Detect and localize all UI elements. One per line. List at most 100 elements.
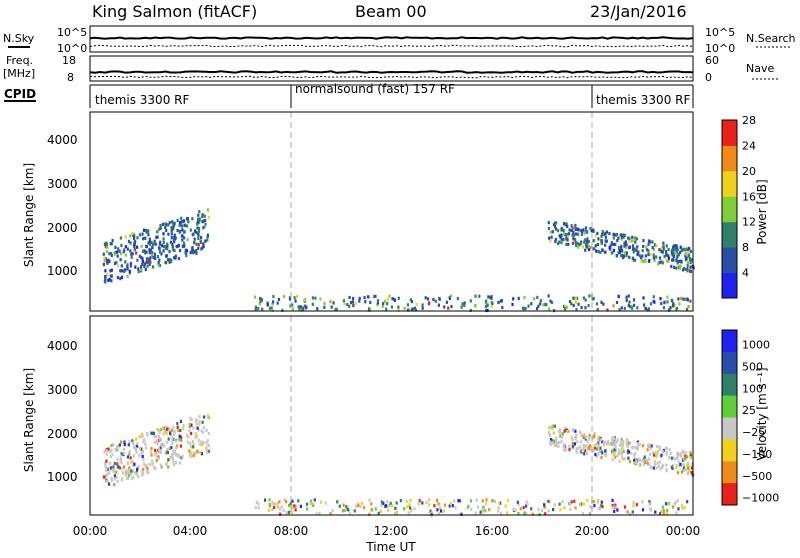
heatmap-cell <box>318 512 321 516</box>
heatmap-cell <box>481 499 484 503</box>
heatmap-cell <box>194 451 197 455</box>
heatmap-cell <box>689 249 692 254</box>
heatmap-cell <box>627 456 630 460</box>
heatmap-cell <box>497 300 500 305</box>
heatmap-cell <box>188 424 191 428</box>
heatmap-cell <box>133 236 136 241</box>
heatmap-cell <box>112 443 115 447</box>
heatmap-cell <box>676 453 679 458</box>
heatmap-cell <box>141 449 144 453</box>
heatmap-cell <box>158 247 161 251</box>
power-panel <box>89 111 695 313</box>
heatmap-cell <box>380 503 383 507</box>
heatmap-cell <box>623 251 626 255</box>
heatmap-cell <box>116 457 119 461</box>
heatmap-cell <box>310 499 313 503</box>
heatmap-cell <box>640 256 643 260</box>
colorbar-tick: 20 <box>742 165 756 178</box>
heatmap-cell <box>680 248 683 252</box>
heatmap-cell <box>206 439 209 443</box>
heatmap-cell <box>407 511 410 515</box>
heatmap-cell <box>377 511 380 515</box>
heatmap-cell <box>552 431 555 435</box>
heatmap-cell <box>153 239 156 243</box>
heatmap-cell <box>110 466 113 470</box>
heatmap-cell <box>166 427 169 431</box>
power-colorbar-label: Power [dB] <box>755 179 769 244</box>
heatmap-cell <box>658 248 661 252</box>
heatmap-cell <box>145 245 149 249</box>
heatmap-cell <box>165 254 168 258</box>
heatmap-cell <box>199 442 202 446</box>
heatmap-cell <box>562 222 566 226</box>
heatmap-cell <box>112 465 115 469</box>
heatmap-cell <box>566 430 569 434</box>
heatmap-cell <box>315 512 318 516</box>
heatmap-cell <box>544 512 547 516</box>
heatmap-cell <box>354 301 357 306</box>
heatmap-cell <box>158 434 161 439</box>
heatmap-cell <box>637 457 640 461</box>
heatmap-cell <box>102 252 105 256</box>
heatmap-cell <box>565 232 569 236</box>
heatmap-cell <box>656 445 659 449</box>
heatmap-cell <box>571 226 574 230</box>
heatmap-cell <box>175 461 178 465</box>
heatmap-cell <box>600 241 603 245</box>
heatmap-cell <box>198 415 201 419</box>
heatmap-cell <box>138 446 141 451</box>
heatmap-cell <box>689 299 692 303</box>
heatmap-cell <box>194 432 197 436</box>
heatmap-cell <box>586 230 589 234</box>
heatmap-cell <box>137 465 140 469</box>
heatmap-cell <box>204 218 207 222</box>
heatmap-cell <box>617 251 620 255</box>
beam-title: Beam 00 <box>355 2 427 21</box>
nsky-tick-top: 10^5 <box>57 26 87 39</box>
heatmap-cell <box>362 506 366 510</box>
heatmap-cell <box>617 294 620 299</box>
heatmap-cell <box>405 499 408 503</box>
heatmap-cell <box>132 475 135 479</box>
heatmap-cell <box>680 470 684 474</box>
heatmap-cell <box>562 231 565 235</box>
heatmap-cell <box>336 500 339 504</box>
heatmap-cell <box>646 308 649 312</box>
heatmap-cell <box>680 451 683 455</box>
heatmap-cell <box>107 447 110 451</box>
heatmap-cell <box>641 249 644 253</box>
heatmap-cell <box>573 499 576 503</box>
heatmap-cell <box>424 296 427 300</box>
heatmap-cell <box>154 440 157 444</box>
heatmap-cell <box>382 302 385 306</box>
heatmap-cell <box>113 461 116 466</box>
heatmap-cell <box>530 507 533 511</box>
xtick-0: 00:00 <box>73 524 108 538</box>
heatmap-cell <box>200 247 203 251</box>
heatmap-cell <box>105 242 109 247</box>
heatmap-cell <box>153 252 157 256</box>
heatmap-cell <box>665 463 668 467</box>
heatmap-cell <box>195 242 198 246</box>
heatmap-cell <box>618 233 621 237</box>
heatmap-cell <box>609 244 612 248</box>
heatmap-cell <box>612 304 615 308</box>
heatmap-cell <box>512 297 515 301</box>
heatmap-cell <box>178 437 181 441</box>
heatmap-cell <box>648 443 651 447</box>
heatmap-cell <box>633 459 636 463</box>
heatmap-cell <box>575 448 578 452</box>
velocity-ytick-2000: 2000 <box>47 427 78 441</box>
heatmap-cell <box>206 238 209 242</box>
heatmap-cell <box>172 248 175 252</box>
heatmap-cell <box>662 511 665 515</box>
heatmap-cell <box>566 235 569 239</box>
heatmap-cell <box>432 297 435 302</box>
heatmap-cell <box>582 444 585 448</box>
heatmap-cell <box>616 440 619 444</box>
colorbar-swatch <box>722 196 737 223</box>
heatmap-cell <box>547 294 550 298</box>
heatmap-cell <box>549 443 552 447</box>
heatmap-cell <box>608 442 611 446</box>
heatmap-cell <box>133 248 136 252</box>
